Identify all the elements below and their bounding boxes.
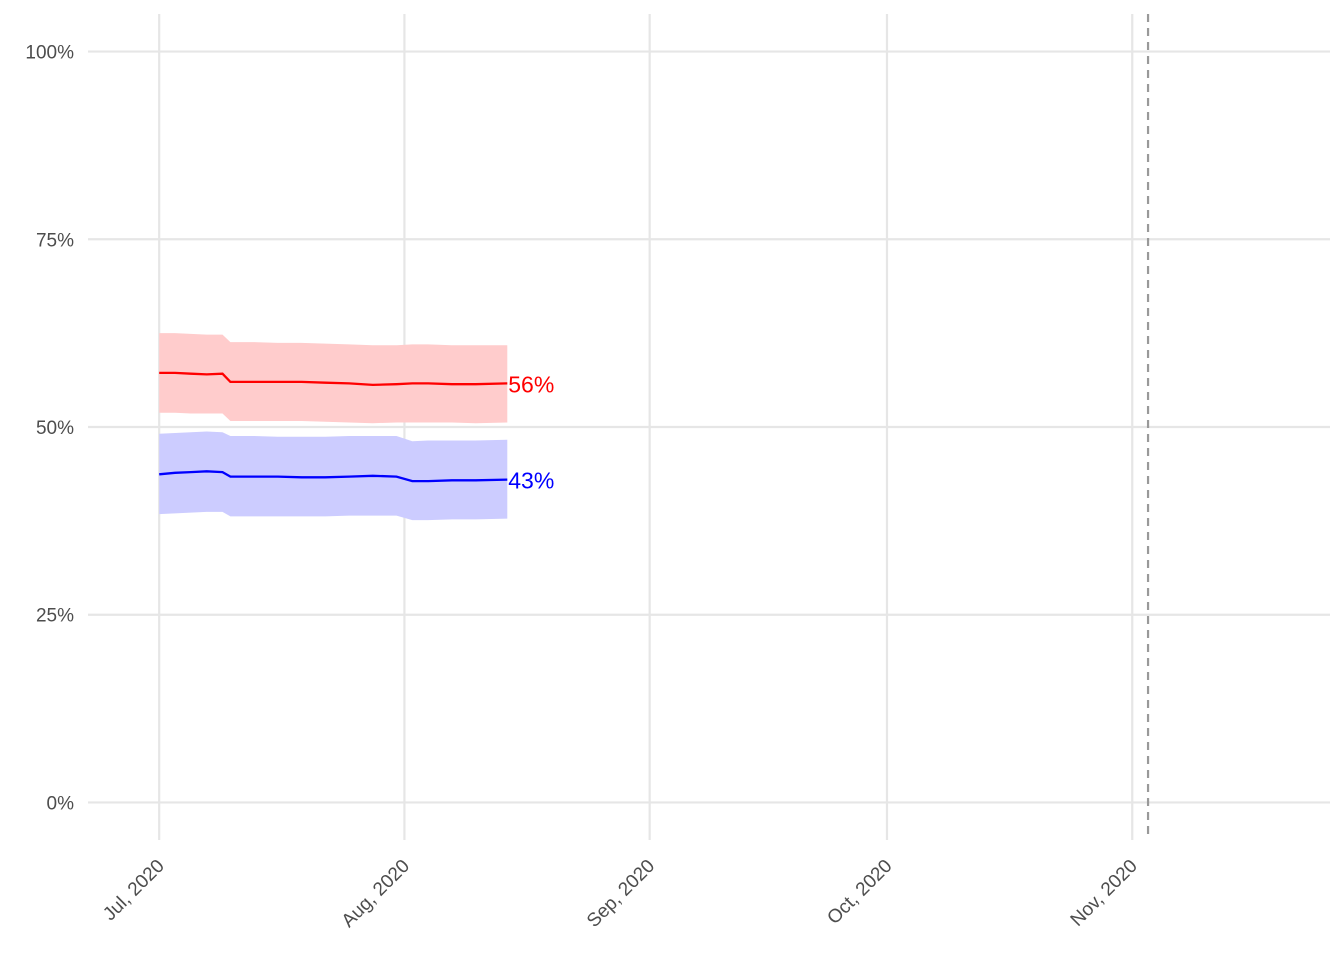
y-tick-label: 25% <box>36 606 74 627</box>
series-end-label: 56% <box>508 371 554 397</box>
series-line <box>159 470 508 483</box>
y-axis-tick-labels: 0% 25% 50% 75% 100% <box>25 43 74 815</box>
series-end-label: 43% <box>508 468 554 494</box>
x-tick-label: Nov, 2020 <box>1067 856 1142 931</box>
x-tick-label: Sep, 2020 <box>583 856 659 932</box>
y-tick-label: 100% <box>25 43 74 64</box>
x-axis-tick-labels: Jul, 2020 Aug, 2020 Sep, 2020 Oct, 2020 Nov,… <box>99 856 1141 932</box>
y-gridlines <box>88 50 1330 804</box>
x-tick-label: Aug, 2020 <box>338 856 414 932</box>
x-tick-label: Jul, 2020 <box>99 856 168 925</box>
confidence-bands <box>159 333 508 521</box>
confidence-band <box>159 431 508 521</box>
confidence-band <box>159 333 508 424</box>
x-gridlines <box>158 14 1134 840</box>
series-line <box>159 371 508 387</box>
series-lines <box>159 371 508 483</box>
y-tick-label: 75% <box>36 230 74 251</box>
x-tick-label: Oct, 2020 <box>823 856 896 929</box>
series-end-labels: 56% 43% <box>508 371 554 493</box>
y-tick-label: 0% <box>47 793 75 814</box>
y-tick-label: 50% <box>36 418 74 439</box>
